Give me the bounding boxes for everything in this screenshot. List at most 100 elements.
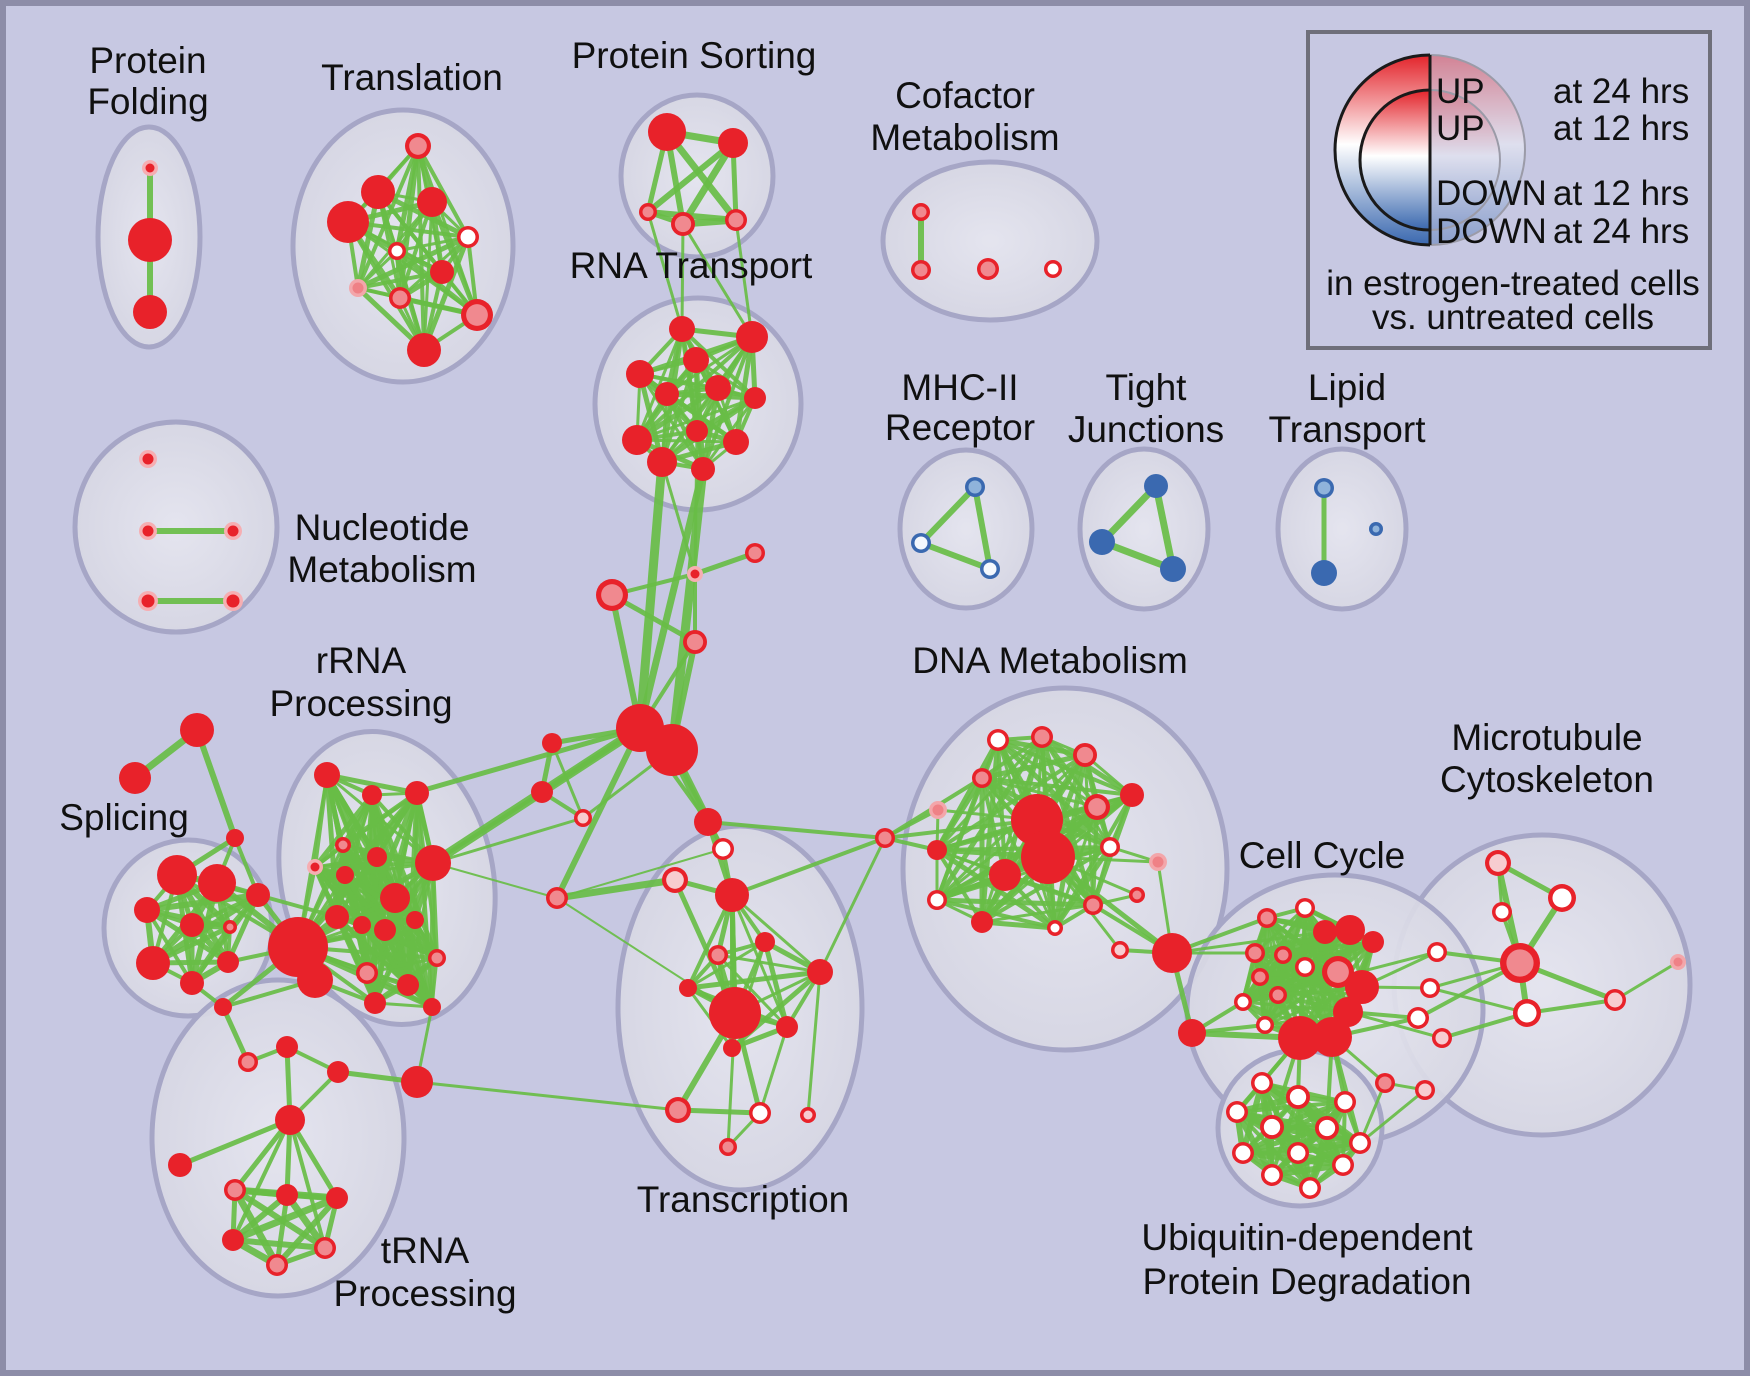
- gene-node[interactable]: [222, 1229, 244, 1251]
- gene-node[interactable]: [1152, 933, 1192, 973]
- gene-node[interactable]: [1322, 956, 1354, 988]
- gene-node[interactable]: [596, 579, 628, 611]
- gene-node[interactable]: [1295, 957, 1315, 977]
- gene-node[interactable]: [971, 911, 993, 933]
- gene-node[interactable]: [715, 878, 749, 912]
- gene-node[interactable]: [168, 1153, 192, 1177]
- gene-node[interactable]: [718, 128, 748, 158]
- gene-node[interactable]: [224, 1179, 246, 1201]
- gene-node[interactable]: [415, 845, 451, 881]
- gene-node[interactable]: [1513, 999, 1541, 1027]
- gene-node[interactable]: [1100, 837, 1120, 857]
- gene-node[interactable]: [297, 962, 333, 998]
- gene-node[interactable]: [362, 785, 382, 805]
- gene-node[interactable]: [1269, 986, 1287, 1004]
- gene-node[interactable]: [406, 911, 424, 929]
- gene-node[interactable]: [1226, 1101, 1248, 1123]
- gene-node[interactable]: [1073, 743, 1097, 767]
- gene-node[interactable]: [1232, 1142, 1254, 1164]
- gene-node[interactable]: [1415, 1080, 1435, 1100]
- gene-node[interactable]: [989, 859, 1021, 891]
- gene-node[interactable]: [648, 113, 686, 151]
- gene-node[interactable]: [708, 945, 728, 965]
- gene-node[interactable]: [912, 203, 930, 221]
- gene-node[interactable]: [180, 913, 204, 937]
- gene-node[interactable]: [531, 781, 553, 803]
- gene-node[interactable]: [1287, 1142, 1309, 1164]
- gene-node[interactable]: [1111, 941, 1129, 959]
- gene-node[interactable]: [665, 1097, 691, 1123]
- gene-node[interactable]: [1031, 726, 1053, 748]
- gene-node[interactable]: [1332, 1154, 1354, 1176]
- gene-node[interactable]: [1295, 898, 1315, 918]
- gene-node[interactable]: [1334, 1091, 1356, 1113]
- gene-node[interactable]: [423, 998, 441, 1016]
- gene-node[interactable]: [1299, 1177, 1321, 1199]
- gene-node[interactable]: [1335, 915, 1365, 945]
- gene-node[interactable]: [275, 1105, 305, 1135]
- gene-node[interactable]: [1670, 954, 1686, 970]
- gene-node[interactable]: [927, 840, 947, 860]
- gene-node[interactable]: [1047, 920, 1063, 936]
- gene-node[interactable]: [1500, 943, 1540, 983]
- gene-node[interactable]: [1313, 920, 1337, 944]
- gene-node[interactable]: [927, 890, 947, 910]
- gene-node[interactable]: [686, 420, 708, 442]
- gene-node[interactable]: [1160, 556, 1186, 582]
- gene-node[interactable]: [336, 866, 354, 884]
- gene-node[interactable]: [307, 859, 323, 875]
- gene-node[interactable]: [626, 360, 654, 388]
- gene-node[interactable]: [875, 828, 895, 848]
- gene-node[interactable]: [198, 864, 236, 902]
- gene-node[interactable]: [980, 559, 1000, 579]
- gene-node[interactable]: [755, 932, 775, 952]
- gene-node[interactable]: [1084, 794, 1110, 820]
- gene-node[interactable]: [687, 566, 703, 582]
- gene-node[interactable]: [128, 218, 172, 262]
- gene-node[interactable]: [405, 781, 429, 805]
- gene-node[interactable]: [389, 287, 411, 309]
- gene-node[interactable]: [139, 450, 157, 468]
- gene-node[interactable]: [1345, 970, 1379, 1004]
- gene-node[interactable]: [407, 333, 441, 367]
- gene-node[interactable]: [655, 382, 679, 406]
- gene-node[interactable]: [353, 916, 371, 934]
- gene-node[interactable]: [1407, 1007, 1429, 1029]
- gene-node[interactable]: [622, 425, 652, 455]
- gene-node[interactable]: [911, 533, 931, 553]
- gene-node[interactable]: [1548, 884, 1576, 912]
- gene-node[interactable]: [1044, 260, 1062, 278]
- gene-node[interactable]: [1083, 895, 1103, 915]
- gene-node[interactable]: [136, 946, 170, 980]
- gene-node[interactable]: [266, 1254, 288, 1276]
- gene-node[interactable]: [1312, 1017, 1352, 1057]
- gene-node[interactable]: [430, 260, 454, 284]
- gene-node[interactable]: [1129, 887, 1145, 903]
- gene-node[interactable]: [694, 808, 722, 836]
- gene-node[interactable]: [800, 1107, 816, 1123]
- gene-node[interactable]: [929, 801, 947, 819]
- gene-node[interactable]: [1362, 931, 1384, 953]
- gene-node[interactable]: [987, 729, 1009, 751]
- gene-node[interactable]: [972, 768, 992, 788]
- gene-node[interactable]: [401, 1066, 433, 1098]
- gene-node[interactable]: [246, 883, 270, 907]
- gene-node[interactable]: [180, 971, 204, 995]
- gene-node[interactable]: [744, 387, 766, 409]
- gene-node[interactable]: [1245, 943, 1265, 963]
- gene-node[interactable]: [1278, 1016, 1322, 1060]
- gene-node[interactable]: [911, 260, 931, 280]
- gene-node[interactable]: [705, 375, 731, 401]
- gene-node[interactable]: [807, 959, 833, 985]
- gene-node[interactable]: [134, 897, 160, 923]
- gene-node[interactable]: [327, 1061, 349, 1083]
- gene-node[interactable]: [1260, 1115, 1284, 1139]
- gene-node[interactable]: [457, 226, 479, 248]
- gene-node[interactable]: [965, 477, 985, 497]
- gene-node[interactable]: [276, 1184, 298, 1206]
- gene-node[interactable]: [662, 867, 688, 893]
- gene-node[interactable]: [224, 522, 242, 540]
- gene-node[interactable]: [223, 591, 243, 611]
- gene-node[interactable]: [417, 187, 447, 217]
- gene-node[interactable]: [325, 905, 349, 929]
